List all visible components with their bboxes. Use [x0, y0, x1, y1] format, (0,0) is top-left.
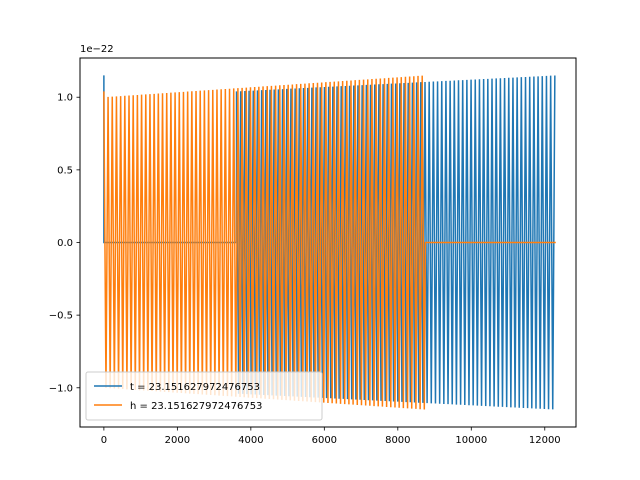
x-tick-label: 4000 [238, 435, 263, 446]
y-tick-label: −1.0 [49, 383, 73, 394]
y-tick-label: −0.5 [49, 311, 73, 322]
y-axis: −1.0 −0.5 0.0 0.5 1.0 [49, 93, 80, 394]
x-tick-label: 0 [101, 435, 107, 446]
legend-label: h = 23.151627972476753 [130, 401, 262, 412]
x-axis: 0 2000 4000 6000 8000 10000 12000 [101, 427, 561, 446]
x-tick-label: 12000 [529, 435, 561, 446]
y-tick-label: 0.0 [57, 238, 73, 249]
legend-label: t = 23.151627972476753 [130, 382, 260, 393]
x-tick-label: 6000 [312, 435, 337, 446]
legend-box [85, 371, 323, 421]
y-offset-label: 1e−22 [80, 44, 114, 55]
x-tick-label: 2000 [165, 435, 190, 446]
y-tick-label: 1.0 [57, 93, 73, 104]
x-tick-label: 10000 [455, 435, 487, 446]
legend: t = 23.151627972476753 h = 23.15162797247… [85, 371, 323, 421]
y-tick-label: 0.5 [57, 165, 73, 176]
x-tick-label: 8000 [385, 435, 410, 446]
